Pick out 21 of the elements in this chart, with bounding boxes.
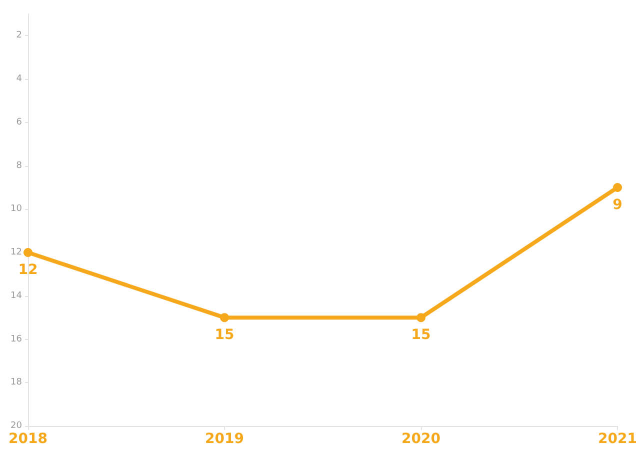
x-tick-label: 2018 <box>8 431 48 447</box>
x-tick-label: 2019 <box>205 431 244 447</box>
data-label: 15 <box>411 327 431 344</box>
y-tick-label: 20 <box>10 421 22 431</box>
data-label: 15 <box>214 327 234 344</box>
x-tick-label: 2021 <box>598 431 637 447</box>
point <box>220 313 230 322</box>
y-tick-label: 10 <box>10 204 22 214</box>
y-tick-label: 18 <box>10 378 22 388</box>
y-tick-label: 14 <box>10 290 22 301</box>
y-tick-label: 16 <box>10 334 22 344</box>
point <box>24 248 32 258</box>
y-tick-label: 6 <box>16 117 22 128</box>
y-tick-label: 8 <box>16 160 22 171</box>
x-tick-label: 2020 <box>402 431 441 447</box>
data-label: 9 <box>612 196 622 213</box>
point <box>416 313 426 322</box>
y-tick-label: 2 <box>16 30 22 41</box>
point <box>613 182 622 192</box>
y-tick-label: 4 <box>16 74 22 84</box>
y-tick-label: 12 <box>10 248 22 258</box>
